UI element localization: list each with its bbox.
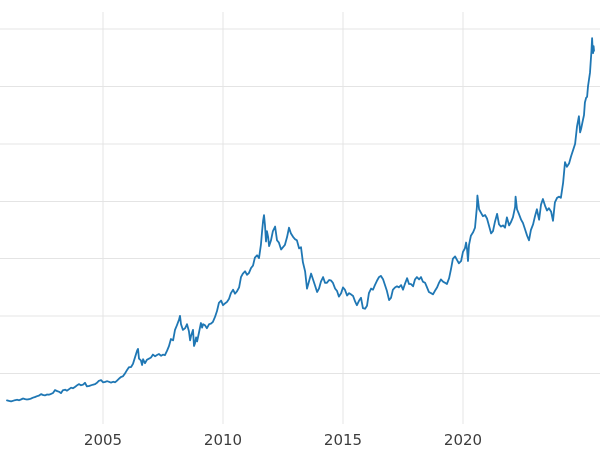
x-axis-tick-labels: 2005 2010 2015 2020 bbox=[84, 431, 482, 449]
x-tick-label: 2020 bbox=[444, 431, 482, 449]
series-layer bbox=[6, 37, 595, 403]
price-series-line bbox=[6, 37, 595, 403]
x-tick-label: 2015 bbox=[324, 431, 362, 449]
grid-layer bbox=[0, 12, 600, 424]
x-tick-label: 2010 bbox=[204, 431, 242, 449]
x-tick-label: 2005 bbox=[84, 431, 122, 449]
